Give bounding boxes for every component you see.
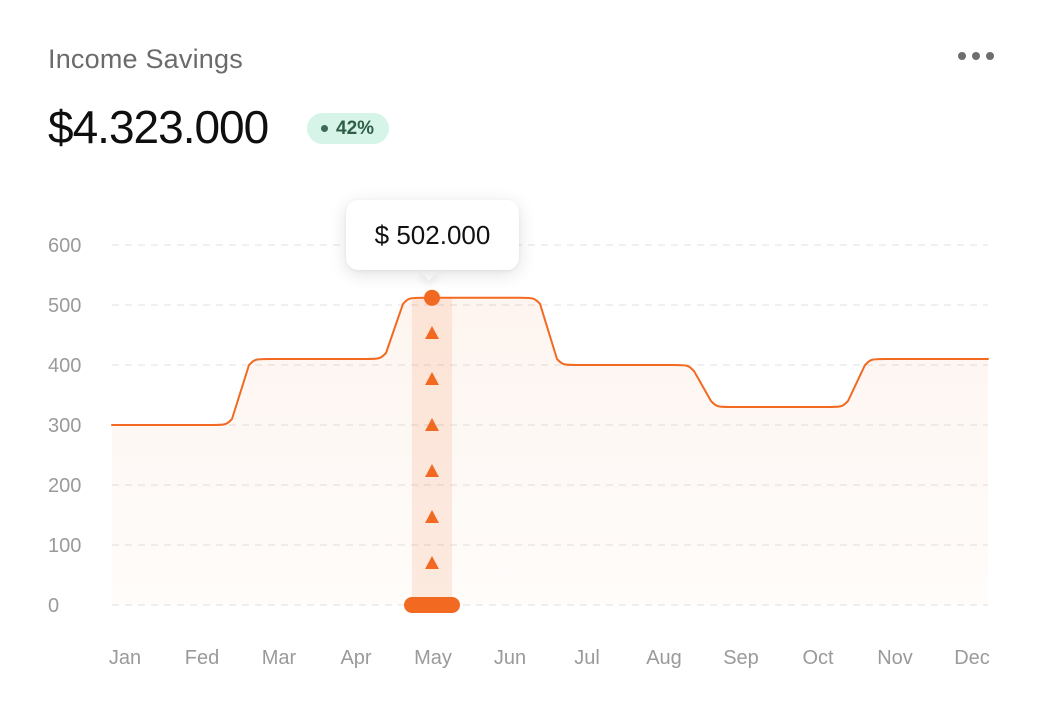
series-line-path <box>111 296 989 426</box>
x-tick-label: Fed <box>185 647 219 669</box>
x-tick-label: Sep <box>723 647 759 669</box>
highlight-column[interactable] <box>404 297 460 613</box>
y-tick-label: 0 <box>48 595 59 617</box>
up-arrow-icon <box>425 326 439 339</box>
up-arrow-icon <box>425 464 439 477</box>
more-horizontal-icon-dot <box>986 52 994 60</box>
more-horizontal-icon <box>958 52 966 60</box>
more-options-button[interactable] <box>948 40 1004 72</box>
card-title: Income Savings <box>48 44 243 74</box>
x-tick-label: Dec <box>954 647 990 669</box>
y-axis-ticks: 0 100 200 300 400 500 600 <box>48 235 81 617</box>
x-tick-label: Jul <box>574 647 600 669</box>
highlight-base-pill <box>404 597 460 613</box>
savings-amount: $4.323.000 <box>48 101 269 153</box>
x-tick-label: Nov <box>877 647 913 669</box>
y-tick-label: 200 <box>48 475 81 497</box>
growth-badge-label: 42% <box>336 117 375 139</box>
data-point-may[interactable] <box>424 289 440 306</box>
y-tick-label: 300 <box>48 415 81 437</box>
y-tick-label: 600 <box>48 235 81 257</box>
x-tick-label: Oct <box>802 647 834 669</box>
highlight-point[interactable] <box>424 289 440 306</box>
y-tick-label: 500 <box>48 295 81 317</box>
up-arrow-icon <box>425 418 439 431</box>
y-tick-label: 100 <box>48 535 81 557</box>
badge-dot-icon <box>321 125 328 132</box>
area-shape <box>112 297 988 605</box>
value-tooltip: $ 502.000 <box>346 200 519 270</box>
x-axis-ticks: Jan Fed Mar Apr May Jun Jul Aug Sep Oct Nov Dec <box>109 647 990 669</box>
x-tick-label: Aug <box>646 647 682 669</box>
x-tick-label: Mar <box>262 647 297 669</box>
tooltip-label: $ 502.000 <box>374 219 491 250</box>
x-tick-label: Jan <box>109 647 141 669</box>
y-tick-label: 400 <box>48 355 81 377</box>
area-fill <box>112 297 988 605</box>
up-arrow-icon <box>425 556 439 569</box>
highlight-bar <box>412 297 452 605</box>
growth-badge: 42% <box>307 113 390 144</box>
x-tick-label: Jun <box>494 647 526 669</box>
series-line <box>111 296 989 426</box>
up-arrow-icon <box>425 510 439 523</box>
more-horizontal-icon-dot <box>972 52 980 60</box>
up-arrow-icon <box>425 372 439 385</box>
x-tick-label: Apr <box>340 647 371 669</box>
x-tick-label: May <box>414 647 452 669</box>
